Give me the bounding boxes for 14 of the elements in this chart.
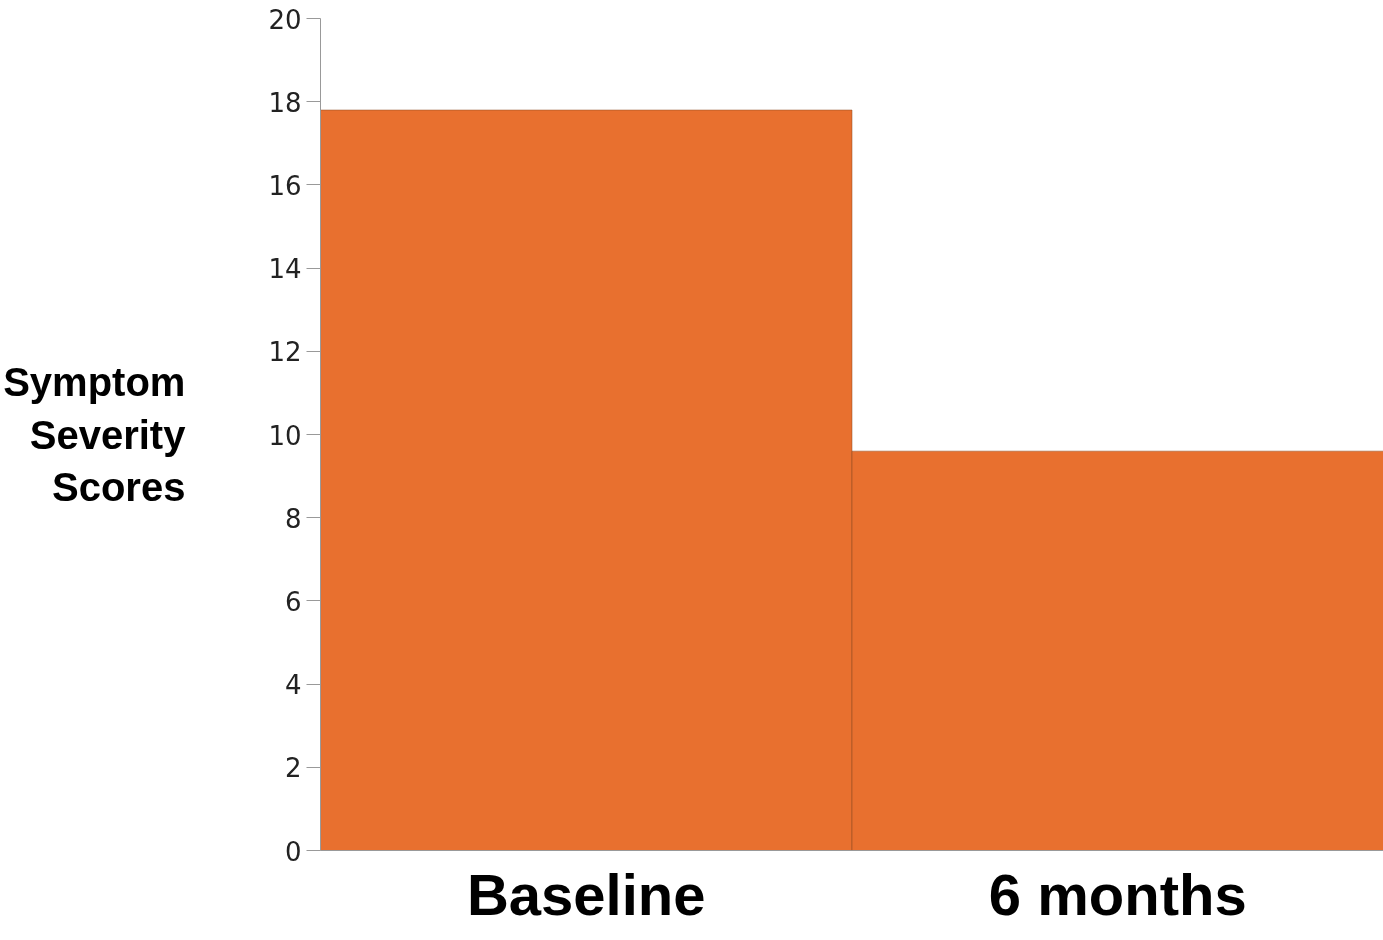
y-axis-title: Symptom Severity Scores — [3, 359, 187, 510]
y-tick-label: 0 — [284, 836, 302, 867]
y-tick-label: 20 — [268, 4, 302, 35]
y-tick-label: 14 — [268, 254, 302, 285]
y-tick-label: 18 — [268, 87, 302, 118]
x-tick-label: Baseline — [466, 861, 706, 927]
y-tick-label: 10 — [268, 420, 302, 451]
y-tick-label: 4 — [284, 670, 302, 701]
y-tick-label: 8 — [284, 503, 302, 534]
x-tick-label: 6 months — [988, 861, 1247, 927]
y-tick-label: 16 — [268, 170, 302, 201]
y-tick-label: 2 — [284, 753, 302, 784]
y-tick-label: 12 — [268, 337, 302, 368]
y-tick-label: 6 — [284, 586, 302, 617]
